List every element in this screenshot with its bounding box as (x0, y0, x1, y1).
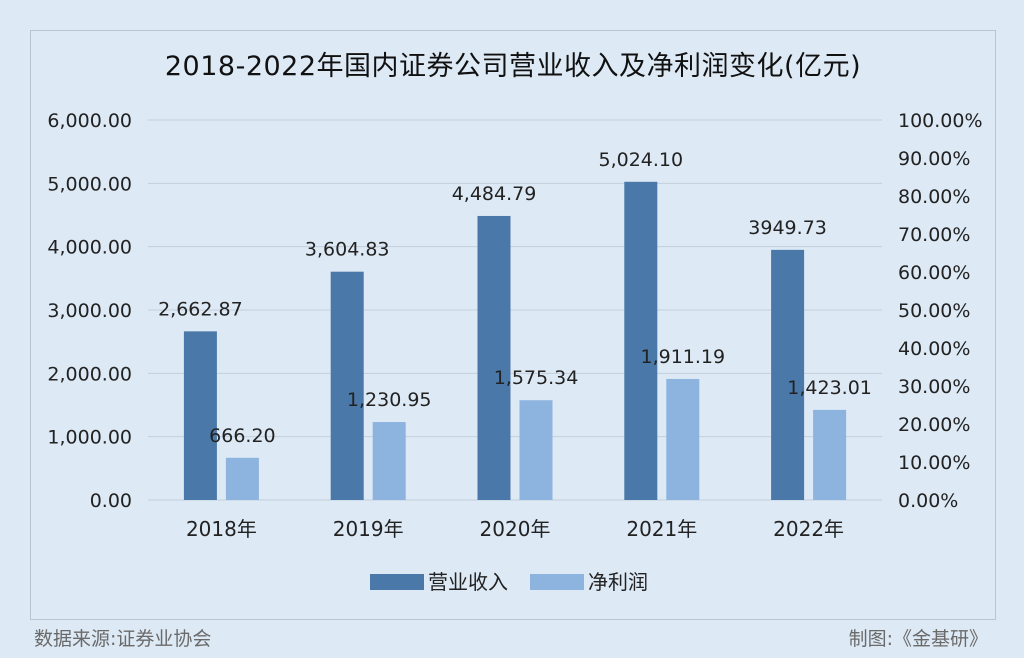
legend-swatch (370, 574, 424, 590)
data-label: 1,423.01 (787, 377, 872, 399)
data-label: 666.20 (209, 425, 275, 447)
source-note: 数据来源:证券业协会 (34, 628, 212, 650)
y-tick-label: 2,000.00 (47, 363, 132, 385)
y-tick-label: 6,000.00 (47, 110, 132, 132)
y2-tick-label: 100.00% (898, 110, 983, 132)
bar-profit (372, 422, 406, 500)
legend-label: 净利润 (588, 570, 648, 594)
chart-credit: 制图:《金基研》 (848, 628, 988, 650)
y2-tick-label: 90.00% (898, 148, 970, 170)
bar-profit (813, 409, 847, 500)
x-tick-label: 2019年 (333, 517, 404, 541)
y-tick-label: 0.00 (90, 490, 132, 512)
data-label: 2,662.87 (158, 298, 243, 320)
y2-tick-label: 0.00% (898, 490, 958, 512)
data-label: 5,024.10 (598, 149, 683, 171)
data-label: 1,575.34 (494, 367, 579, 389)
y2-tick-label: 80.00% (898, 186, 970, 208)
y2-tick-label: 30.00% (898, 376, 970, 398)
y2-tick-label: 50.00% (898, 300, 970, 322)
data-label: 1,911.19 (640, 346, 725, 368)
bar-revenue (183, 331, 217, 500)
legend-label: 营业收入 (428, 570, 508, 594)
bar-profit (666, 378, 700, 500)
y2-tick-label: 60.00% (898, 262, 970, 284)
x-tick-label: 2018年 (186, 517, 257, 541)
bar-profit (225, 457, 259, 500)
chart-title: 2018-2022年国内证券公司营业收入及净利润变化(亿元) (164, 51, 862, 82)
bar-revenue (771, 249, 805, 500)
y-tick-label: 3,000.00 (47, 300, 132, 322)
y2-tick-label: 40.00% (898, 338, 970, 360)
bar-profit (519, 400, 553, 500)
data-label: 3949.73 (748, 217, 827, 239)
y-tick-label: 5,000.00 (47, 173, 132, 195)
x-tick-label: 2022年 (773, 517, 844, 541)
bar-revenue (330, 271, 364, 500)
x-tick-label: 2020年 (480, 517, 551, 541)
y-tick-label: 4,000.00 (47, 237, 132, 259)
y-tick-label: 1,000.00 (47, 427, 132, 449)
data-label: 1,230.95 (347, 389, 432, 411)
chart-frame (30, 30, 996, 620)
y2-tick-label: 10.00% (898, 452, 970, 474)
data-label: 4,484.79 (452, 183, 537, 205)
legend-swatch (530, 574, 584, 590)
data-label: 3,604.83 (305, 239, 390, 261)
bar-revenue (477, 215, 511, 500)
y2-tick-label: 20.00% (898, 414, 970, 436)
bar-revenue (624, 181, 658, 500)
y2-tick-label: 70.00% (898, 224, 970, 246)
x-tick-label: 2021年 (626, 517, 697, 541)
